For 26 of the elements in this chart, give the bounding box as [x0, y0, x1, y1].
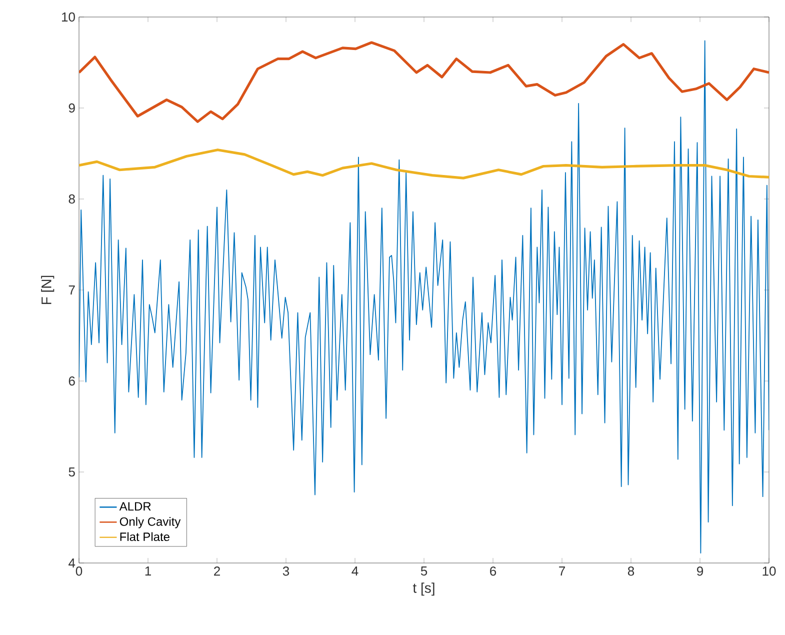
x-tick-label: 6: [490, 566, 496, 576]
y-axis-title: F [N]: [41, 276, 54, 304]
x-axis-title: t [s]: [412, 582, 434, 596]
x-tick-label: 8: [628, 566, 634, 576]
line-series: [79, 148, 770, 180]
y-tick-label: 10: [62, 12, 75, 22]
legend-label: Only Cavity: [120, 517, 181, 528]
x-tick-label: 1: [145, 566, 151, 576]
x-tick-label: 5: [420, 566, 428, 576]
line-series: [79, 40, 770, 554]
line-series: [79, 41, 770, 123]
x-tick-label: 9: [697, 566, 704, 576]
x-tick-label: 10: [762, 566, 776, 576]
x-tick-label: 0: [76, 566, 82, 576]
x-tick-label: 2: [214, 566, 220, 576]
y-tick-label: 8: [68, 194, 75, 204]
y-tick-label: 6: [68, 376, 75, 386]
y-tick-label: 4: [68, 558, 76, 568]
x-tick-label: 4: [352, 566, 358, 576]
x-tick-label: 3: [282, 566, 290, 576]
x-tick-label: 7: [559, 566, 565, 576]
y-tick-label: 7: [68, 286, 75, 294]
legend-label: ALDR: [119, 502, 151, 511]
legend-label: Flat Plate: [120, 532, 170, 542]
y-tick-label: 5: [68, 467, 75, 477]
y-tick-label: 9: [68, 103, 75, 113]
